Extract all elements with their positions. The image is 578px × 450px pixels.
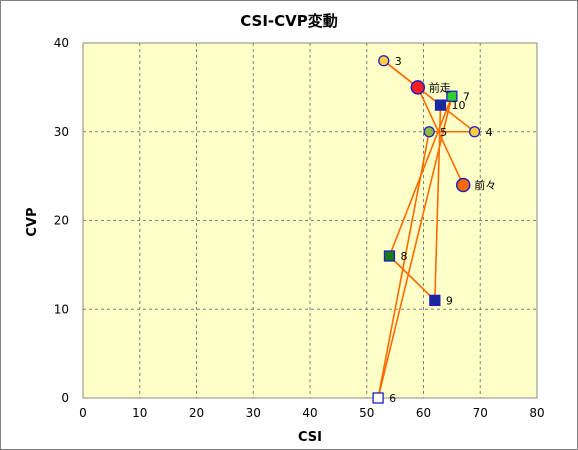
point-label-前走: 前走 (429, 80, 451, 94)
x-tick-label: 50 (359, 406, 374, 420)
connector-line (377, 96, 453, 399)
data-points (372, 55, 481, 404)
point-label-5: 5 (440, 126, 447, 139)
data-point-8 (383, 250, 396, 262)
data-point-前走 (410, 80, 426, 95)
connector-line (377, 131, 430, 399)
point-label-前々: 前々 (474, 178, 496, 192)
point-labels: 前々 前走 3 4 5 6 7 8 9 10 (389, 55, 496, 405)
data-point-4 (468, 126, 481, 138)
y-tick-label: 10 (54, 302, 69, 316)
y-tick-label: 30 (54, 125, 69, 139)
point-label-10: 10 (452, 99, 466, 112)
axis-ticks: 0 10 20 30 40 50 60 70 80 0 10 20 30 40 (54, 36, 545, 420)
point-label-3: 3 (395, 55, 402, 68)
connector-line (434, 105, 442, 301)
connector-line (388, 255, 436, 301)
x-axis-title: CSI (298, 430, 322, 445)
x-tick-label: 10 (132, 406, 147, 420)
chart-title: CSI-CVP変動 (240, 12, 338, 30)
x-tick-label: 60 (416, 406, 431, 420)
y-tick-label: 0 (61, 391, 69, 405)
x-tick-label: 80 (529, 406, 544, 420)
data-point-前々 (455, 177, 471, 193)
data-point-3 (378, 55, 390, 67)
y-tick-label: 20 (54, 214, 69, 228)
data-point-7 (446, 90, 458, 102)
x-tick-label: 20 (189, 406, 204, 420)
x-tick-label: 30 (246, 406, 261, 420)
point-label-8: 8 (400, 250, 407, 263)
data-point-9 (429, 294, 441, 307)
data-point-10 (434, 99, 447, 111)
data-point-5 (423, 126, 435, 138)
y-tick-label: 40 (54, 36, 69, 50)
connecting-lines (377, 60, 476, 399)
data-point-6 (372, 392, 384, 404)
point-label-9: 9 (446, 294, 453, 307)
y-axis-title: CVP (25, 207, 40, 236)
x-tick-label: 0 (79, 406, 87, 420)
x-tick-label: 40 (302, 406, 317, 420)
plot-border (82, 42, 538, 399)
point-label-7: 7 (463, 90, 470, 103)
point-label-4: 4 (486, 126, 493, 139)
point-label-6: 6 (389, 392, 396, 405)
connector-line (417, 87, 464, 186)
x-tick-label: 70 (473, 406, 488, 420)
